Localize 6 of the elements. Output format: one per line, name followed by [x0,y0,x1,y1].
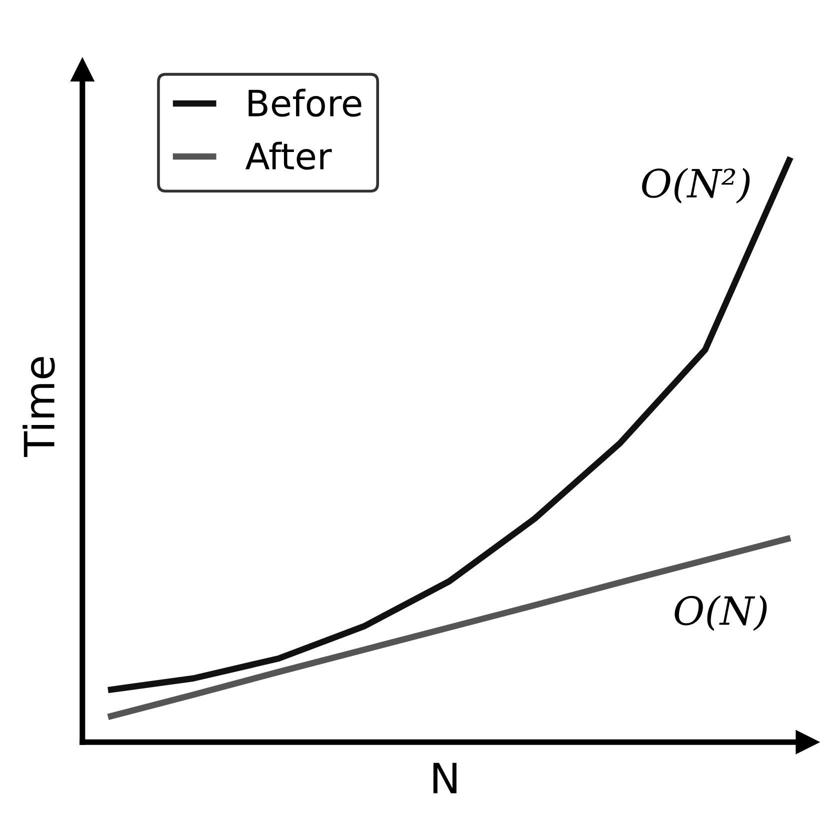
legend-label: After [245,142,332,170]
annotation: O(N) [674,595,767,631]
annotation: O(N²) [642,168,750,204]
y-axis-title: Time [22,357,55,457]
x-axis-title: N [433,762,456,794]
legend-label: Before [248,88,362,117]
